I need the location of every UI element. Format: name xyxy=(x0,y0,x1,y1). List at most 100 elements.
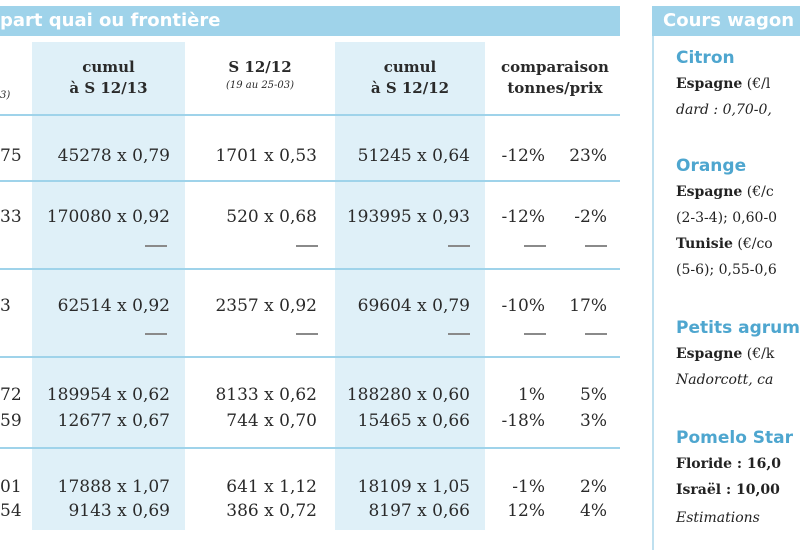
cumul-2012-value: 51245 x 0,64 xyxy=(357,146,470,166)
column-header-cumul-2012: cumul à S 12/12 xyxy=(335,57,485,99)
column-header-cumul-2013: cumul à S 12/13 xyxy=(32,57,185,99)
sidebar-divider xyxy=(652,36,654,550)
country-label: Tunisie xyxy=(676,236,733,252)
empty-value-dash xyxy=(448,245,470,247)
price-change: 17% xyxy=(569,296,607,316)
cumul-2013-value: 170080 x 0,92 xyxy=(46,207,170,227)
country-label: Espagne xyxy=(676,184,743,200)
pomelo-line-2: Israël : 10,00 xyxy=(676,482,780,498)
tonnes-change: -10% xyxy=(501,296,545,316)
column-header-week-2012: S 12/12 (19 au 25-03) xyxy=(190,57,330,94)
price-change: 23% xyxy=(569,146,607,166)
group-divider xyxy=(0,180,620,182)
group-divider xyxy=(0,268,620,270)
table-row: 59 12677 x 0,67 744 x 0,70 15465 x 0,66 … xyxy=(0,410,620,432)
column-header-line: à S 12/12 xyxy=(370,79,450,97)
table-row: 75 45278 x 0,79 1701 x 0,53 51245 x 0,64… xyxy=(0,145,620,167)
price-unit: (€/l xyxy=(742,76,771,92)
column-header-line: tonnes/prix xyxy=(507,79,603,97)
week-2012-value: 641 x 1,12 xyxy=(226,477,317,497)
cumul-2012-value: 193995 x 0,93 xyxy=(346,207,470,227)
week-2012-value: 8133 x 0,62 xyxy=(215,385,317,405)
petits-agrumes-line-1: Espagne (€/k xyxy=(676,346,774,362)
orange-line-4: (5-6); 0,55-0,6 xyxy=(676,262,777,278)
left-section-title: part quai ou frontière xyxy=(0,10,221,31)
left-section-header: part quai ou frontière xyxy=(0,6,620,36)
cumul-2013-value: 17888 x 1,07 xyxy=(57,477,170,497)
country-label: Espagne xyxy=(676,346,743,362)
group-divider xyxy=(0,447,620,449)
pomelo-line-3: Estimations xyxy=(676,510,760,526)
table-row: 33 170080 x 0,92 520 x 0,68 193995 x 0,9… xyxy=(0,206,620,228)
row-lead-value: 75 xyxy=(0,146,22,166)
pomelo-line-1: Floride : 16,0 xyxy=(676,456,781,472)
row-lead-value: 3 xyxy=(0,296,11,316)
cumul-2013-value: 189954 x 0,62 xyxy=(46,385,170,405)
column-header-comparison: comparaison tonnes/prix xyxy=(490,57,620,99)
week-2012-value: 1701 x 0,53 xyxy=(215,146,317,166)
tonnes-change: 12% xyxy=(507,501,545,521)
citron-section-title: Citron xyxy=(676,48,735,68)
empty-value-dash xyxy=(524,245,546,247)
citron-line-1: Espagne (€/l xyxy=(676,76,770,92)
right-section-title: Cours wagon xyxy=(663,10,795,31)
column-header-line: cumul xyxy=(82,58,135,76)
price-unit: (€/co xyxy=(732,236,773,252)
clipped-header-fragment: 3) xyxy=(0,90,11,101)
week-2012-value: 744 x 0,70 xyxy=(226,411,317,431)
empty-value-dash xyxy=(145,245,167,247)
empty-value-dash xyxy=(296,333,318,335)
week-2012-value: 386 x 0,72 xyxy=(226,501,317,521)
price-change: 2% xyxy=(580,477,607,497)
cumul-2013-value: 12677 x 0,67 xyxy=(57,411,170,431)
row-lead-value: 59 xyxy=(0,411,22,431)
cumul-2013-value: 45278 x 0,79 xyxy=(57,146,170,166)
right-section-header: Cours wagon xyxy=(652,6,800,36)
cumul-2012-value: 69604 x 0,79 xyxy=(357,296,470,316)
column-header-line: à S 12/13 xyxy=(69,79,148,97)
orange-line-1: Espagne (€/c xyxy=(676,184,774,200)
column-header-subtitle: (19 au 25-03) xyxy=(225,80,295,91)
empty-value-dash xyxy=(448,333,470,335)
cumul-2012-value: 188280 x 0,60 xyxy=(346,385,470,405)
row-lead-value: 72 xyxy=(0,385,22,405)
petits-agrumes-section-title: Petits agrum xyxy=(676,318,800,338)
cumul-2012-value: 8197 x 0,66 xyxy=(368,501,470,521)
empty-value-dash xyxy=(145,333,167,335)
row-lead-value: 01 xyxy=(0,477,22,497)
empty-value-dash xyxy=(296,245,318,247)
orange-section-title: Orange xyxy=(676,156,747,176)
row-lead-value: 33 xyxy=(0,207,22,227)
orange-line-2: (2-3-4); 0,60-0 xyxy=(676,210,778,226)
cumul-2012-value: 15465 x 0,66 xyxy=(357,411,470,431)
price-change: -2% xyxy=(574,207,607,227)
header-rule xyxy=(0,114,620,116)
tonnes-change: -1% xyxy=(512,477,545,497)
cumul-2013-value: 62514 x 0,92 xyxy=(57,296,170,316)
tonnes-change: 1% xyxy=(518,385,545,405)
column-header-line: S 12/12 xyxy=(228,58,292,76)
price-change: 3% xyxy=(580,411,607,431)
cumul-2013-value: 9143 x 0,69 xyxy=(68,501,170,521)
pomelo-section-title: Pomelo Star xyxy=(676,428,794,448)
column-header-line: cumul xyxy=(383,58,437,76)
price-change: 5% xyxy=(580,385,607,405)
price-change: 4% xyxy=(580,501,607,521)
petits-agrumes-line-2: Nadorcott, ca xyxy=(676,372,774,388)
week-2012-value: 2357 x 0,92 xyxy=(215,296,317,316)
table-row: 72 189954 x 0,62 8133 x 0,62 188280 x 0,… xyxy=(0,384,620,406)
week-2012-value: 520 x 0,68 xyxy=(226,207,317,227)
tonnes-change: -12% xyxy=(501,146,545,166)
table-row: 3 62514 x 0,92 2357 x 0,92 69604 x 0,79 … xyxy=(0,295,620,317)
citron-line-2: dard : 0,70-0, xyxy=(676,102,772,118)
country-label: Espagne xyxy=(676,76,743,92)
price-unit: (€/k xyxy=(742,346,775,362)
column-header-line: comparaison xyxy=(501,58,609,76)
table-row: 01 17888 x 1,07 641 x 1,12 18109 x 1,05 … xyxy=(0,476,620,498)
empty-value-dash xyxy=(585,245,607,247)
orange-line-3: Tunisie (€/co xyxy=(676,236,773,252)
group-divider xyxy=(0,356,620,358)
empty-value-dash xyxy=(524,333,546,335)
price-unit: (€/c xyxy=(742,184,774,200)
empty-value-dash xyxy=(585,333,607,335)
